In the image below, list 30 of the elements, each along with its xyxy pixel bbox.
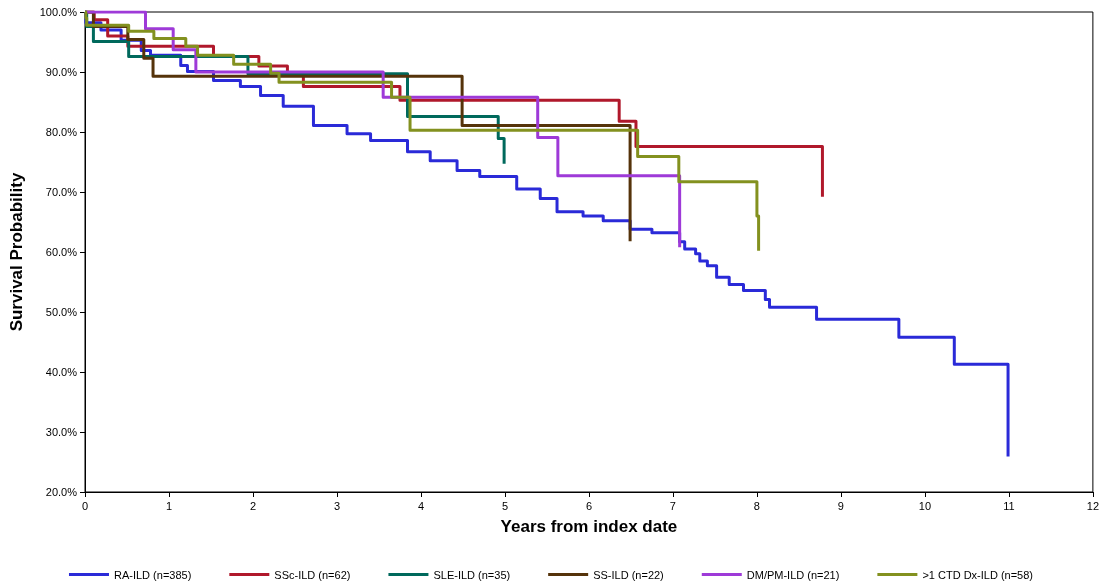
x-tick-label: 4 [417,499,425,512]
x-axis-title: Years from index date [500,517,678,536]
x-tick-label: 8 [753,499,760,512]
x-tick-label: 1 [165,499,173,512]
x-tick-label: 5 [501,499,509,512]
x-tick-label: 12 [1086,499,1100,512]
y-tick-label: 40.0% [45,366,78,378]
legend-label: RA-ILD (n=385) [113,568,192,581]
y-tick-label: 50.0% [45,306,78,318]
x-tick-label: 7 [669,499,676,512]
x-tick-label: 6 [585,499,592,512]
y-tick-label: 60.0% [45,246,78,258]
x-tick-label: 3 [333,499,341,512]
legend-label: SLE-ILD (n=35) [433,568,511,581]
y-tick-label: 70.0% [45,186,78,198]
y-tick-label: 90.0% [45,66,78,78]
x-tick-label: 10 [918,499,932,512]
x-tick-label: 11 [1003,499,1015,512]
y-tick-label: 30.0% [45,426,78,438]
x-tick-label: 2 [249,499,257,512]
x-tick-label: 9 [837,499,844,512]
x-tick-label: 0 [81,499,89,512]
y-tick-label: 100.0% [39,6,78,18]
y-tick-label: 20.0% [45,486,78,498]
y-tick-label: 80.0% [45,126,78,138]
legend-label: >1 CTD Dx-ILD (n=58) [922,568,1034,581]
y-axis-title: Survival Probability [7,172,26,332]
legend-label: SSc-ILD (n=62) [274,568,351,581]
legend-label: SS-ILD (n=22) [593,568,664,581]
legend-label: DM/PM-ILD (n=21) [746,568,840,581]
